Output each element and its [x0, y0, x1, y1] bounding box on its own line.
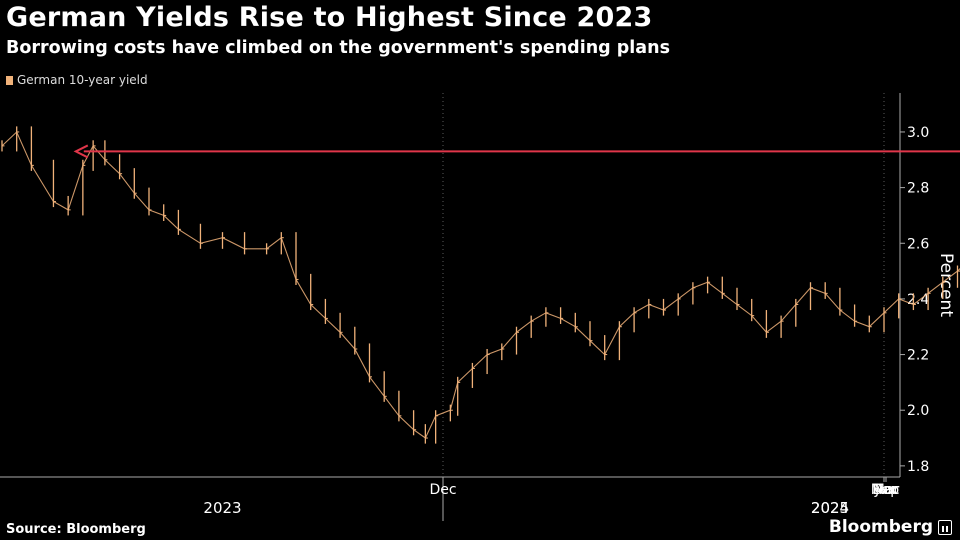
y-tick-label-1: 2.0 [907, 403, 929, 419]
annotation-arrowhead-icon [73, 144, 89, 159]
legend: German 10-year yield [6, 73, 148, 87]
y-tick-label-4: 2.6 [907, 236, 929, 252]
x-tick-label-2: Jun [874, 482, 897, 498]
year-label-2: 2025 [811, 499, 849, 517]
x-tick-label-1: Mar [871, 482, 898, 498]
series-line [1, 126, 960, 444]
year-label-1: 2024 [811, 499, 849, 517]
x-tick-label-4: Dec [872, 482, 899, 498]
legend-swatch [6, 75, 13, 85]
bloomberg-mark-icon [938, 519, 952, 535]
chart-subtitle: Borrowing costs have climbed on the gove… [6, 38, 670, 58]
y-tick-label-0: 1.8 [907, 459, 929, 475]
x-tick-label-3: Sep [873, 482, 900, 498]
x-tick-label-0: Dec [429, 482, 456, 498]
y-tick-label-2: 2.2 [907, 348, 929, 364]
x-tick-label-5: Mar [873, 482, 900, 498]
brand-name: Bloomberg [828, 517, 933, 537]
chart-title: German Yields Rise to Highest Since 2023 [6, 2, 653, 33]
legend-label: German 10-year yield [17, 73, 148, 87]
y-axis-title: Percent [936, 253, 956, 317]
year-label-0: 2023 [203, 499, 241, 517]
source-note: Source: Bloomberg [6, 522, 146, 537]
series-polyline [1, 131, 960, 439]
brand-logo: Bloomberg [829, 517, 952, 537]
y-tick-label-5: 2.8 [907, 181, 929, 197]
y-tick-label-6: 3.0 [907, 125, 929, 141]
